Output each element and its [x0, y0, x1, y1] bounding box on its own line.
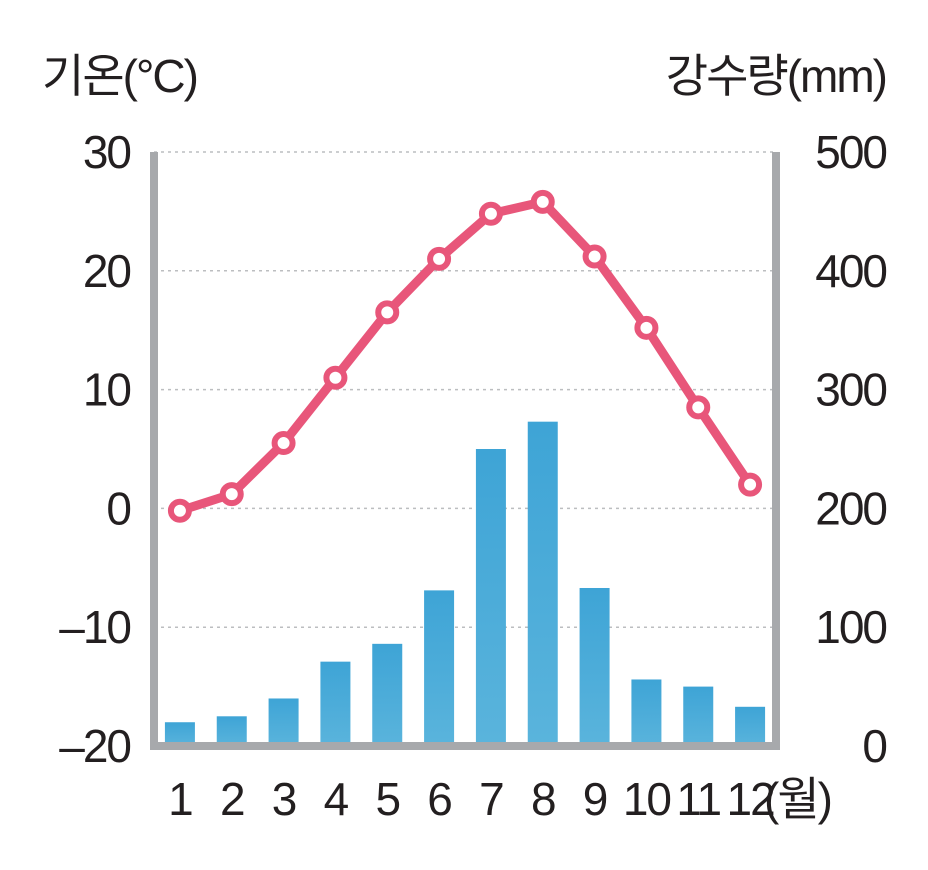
right-tick-label: 500	[815, 126, 886, 178]
temperature-point	[219, 482, 244, 507]
temperature-line	[167, 189, 763, 523]
right-tick-label: 100	[815, 601, 886, 653]
precipitation-bar	[631, 679, 662, 746]
x-tick-label: 5	[375, 773, 399, 825]
temperature-point	[167, 498, 192, 523]
temperature-point	[427, 246, 452, 271]
precipitation-bar	[527, 421, 558, 746]
x-tick-label: 7	[479, 773, 503, 825]
precipitation-bar	[216, 716, 247, 746]
temperature-point	[271, 431, 296, 456]
x-tick-label: 11	[676, 773, 720, 825]
left-tick-label: 10	[83, 364, 131, 416]
precipitation-bar	[372, 643, 403, 746]
x-tick-label: 8	[531, 773, 555, 825]
right-tick-label: 300	[815, 364, 886, 416]
left-axis-label: 기온(°C)	[42, 50, 197, 102]
right-tick-label: 400	[815, 245, 886, 297]
precipitation-bar	[424, 590, 455, 746]
temperature-point	[323, 365, 348, 390]
precipitation-bar	[735, 706, 766, 746]
grid-lines	[154, 151, 776, 628]
x-tick-label: 9	[583, 773, 607, 825]
precipitation-bar	[164, 722, 195, 746]
temperature-point	[686, 395, 711, 420]
precipitation-bar	[475, 449, 506, 746]
left-tick-label: 20	[83, 245, 131, 297]
temperature-point	[634, 315, 659, 340]
right-tick-label: 0	[862, 720, 886, 772]
left-tick-label: 0	[106, 482, 130, 534]
precipitation-bar	[268, 698, 299, 746]
right-tick-label: 200	[815, 482, 886, 534]
temperature-point	[530, 189, 555, 214]
left-tick-label: –20	[59, 720, 130, 772]
precipitation-bar	[579, 587, 610, 746]
chart-axes	[150, 152, 780, 750]
x-tick-label: 3	[272, 773, 296, 825]
temperature-point	[478, 201, 503, 226]
x-tick-label: 6	[427, 773, 451, 825]
x-unit-label: (월)	[764, 773, 831, 825]
precipitation-bars	[164, 421, 766, 746]
precipitation-bar	[320, 661, 351, 746]
left-tick-label: 30	[83, 126, 131, 178]
left-tick-label: –10	[59, 601, 130, 653]
precipitation-bar	[683, 686, 714, 746]
temperature-point	[375, 300, 400, 325]
temperature-point	[738, 472, 763, 497]
temperature-point	[582, 244, 607, 269]
x-tick-label: 4	[324, 773, 349, 825]
x-tick-label: 2	[220, 773, 244, 825]
temperature-polyline	[175, 197, 755, 516]
x-tick-label: 1	[168, 773, 192, 825]
x-tick-label: 12	[726, 773, 774, 825]
right-axis-label: 강수량(mm)	[666, 50, 886, 102]
x-tick-label: 10	[623, 773, 671, 825]
